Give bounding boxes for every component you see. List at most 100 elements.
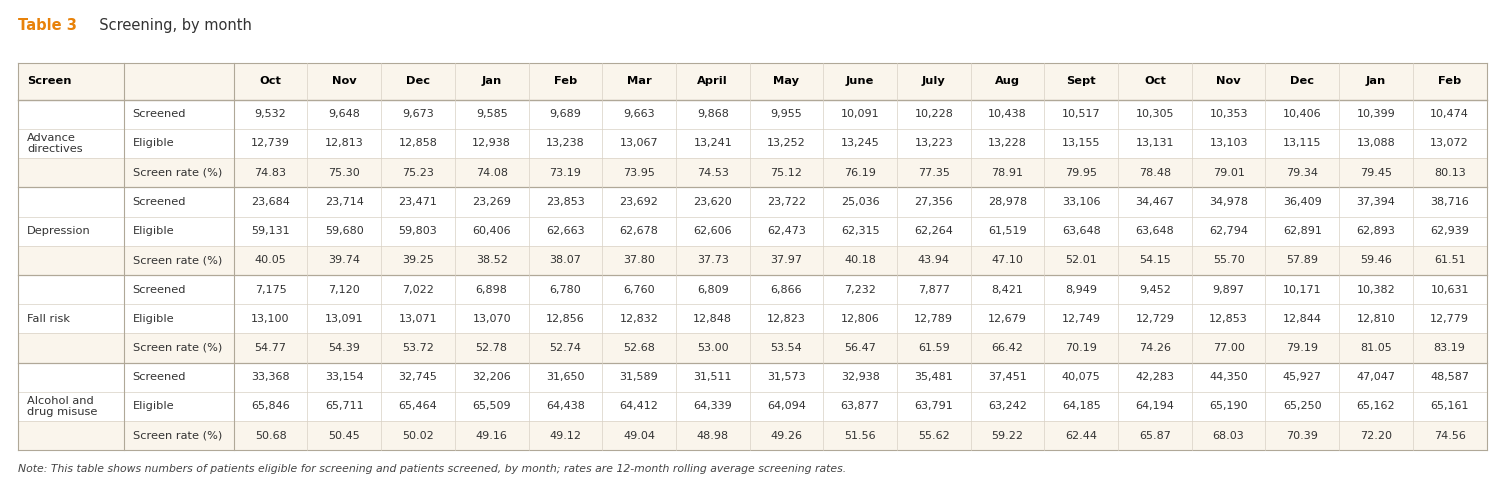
Text: Jan: Jan: [1366, 76, 1386, 87]
Point: [1330, 447, 1348, 453]
Text: 43.94: 43.94: [917, 256, 950, 265]
Text: Screened: Screened: [133, 372, 187, 382]
Text: 13,131: 13,131: [1135, 138, 1174, 148]
Text: 10,171: 10,171: [1283, 285, 1322, 295]
Text: 49.26: 49.26: [771, 431, 802, 441]
Text: 23,853: 23,853: [545, 197, 584, 207]
Text: 9,532: 9,532: [254, 109, 287, 119]
Text: 63,648: 63,648: [1062, 226, 1101, 236]
Text: 25,036: 25,036: [841, 197, 880, 207]
Text: 9,955: 9,955: [771, 109, 802, 119]
Point: [666, 447, 684, 453]
Text: 42,283: 42,283: [1135, 372, 1174, 382]
Text: 74.26: 74.26: [1138, 343, 1171, 353]
Text: Eligible: Eligible: [133, 226, 175, 236]
Text: 10,353: 10,353: [1209, 109, 1247, 119]
Text: Mar: Mar: [626, 76, 651, 87]
Text: 10,399: 10,399: [1357, 109, 1395, 119]
Text: 79.34: 79.34: [1286, 167, 1318, 178]
Text: 63,242: 63,242: [988, 401, 1026, 411]
Point: [1256, 447, 1274, 453]
Text: 13,228: 13,228: [988, 138, 1026, 148]
Text: Screening, by month: Screening, by month: [90, 18, 251, 33]
Text: 75.30: 75.30: [329, 167, 360, 178]
Text: Dec: Dec: [1291, 76, 1315, 87]
Text: 6,898: 6,898: [475, 285, 508, 295]
Text: 9,585: 9,585: [475, 109, 508, 119]
Bar: [18, 129, 1487, 158]
Point: [962, 60, 980, 66]
Text: 37,394: 37,394: [1357, 197, 1395, 207]
Point: [115, 60, 133, 66]
Point: [593, 60, 611, 66]
Text: 61.51: 61.51: [1434, 256, 1466, 265]
Text: 10,091: 10,091: [841, 109, 880, 119]
Bar: [18, 304, 1487, 333]
Text: 74.56: 74.56: [1434, 431, 1466, 441]
Point: [299, 60, 317, 66]
Text: 62,893: 62,893: [1357, 226, 1395, 236]
Text: 31,589: 31,589: [620, 372, 659, 382]
Text: Aug: Aug: [995, 76, 1020, 87]
Text: Eligible: Eligible: [133, 138, 175, 148]
Text: Table 3: Table 3: [18, 18, 76, 33]
Text: 45,927: 45,927: [1283, 372, 1322, 382]
Text: 13,091: 13,091: [326, 314, 363, 324]
Text: Feb: Feb: [554, 76, 577, 87]
Text: Note: This table shows numbers of patients eligible for screening and patients s: Note: This table shows numbers of patien…: [18, 464, 846, 474]
Bar: [18, 100, 1487, 129]
Text: 47.10: 47.10: [992, 256, 1023, 265]
Text: 13,071: 13,071: [399, 314, 438, 324]
Text: 73.19: 73.19: [550, 167, 581, 178]
Point: [299, 447, 317, 453]
Text: 38,716: 38,716: [1430, 197, 1469, 207]
Text: Screened: Screened: [133, 109, 187, 119]
Text: 74.08: 74.08: [475, 167, 508, 178]
Text: 59,131: 59,131: [251, 226, 290, 236]
Text: 32,745: 32,745: [399, 372, 438, 382]
Bar: [18, 216, 1487, 246]
Text: 9,897: 9,897: [1213, 285, 1245, 295]
Text: April: April: [698, 76, 728, 87]
Text: 12,779: 12,779: [1430, 314, 1469, 324]
Text: 34,467: 34,467: [1135, 197, 1174, 207]
Text: 9,648: 9,648: [329, 109, 360, 119]
Text: 10,382: 10,382: [1357, 285, 1395, 295]
Text: 65,161: 65,161: [1430, 401, 1469, 411]
Text: 64,185: 64,185: [1062, 401, 1101, 411]
Text: 13,245: 13,245: [841, 138, 880, 148]
Text: 10,438: 10,438: [988, 109, 1026, 119]
Text: 61.59: 61.59: [917, 343, 950, 353]
Text: 56.47: 56.47: [844, 343, 875, 353]
Text: 76.19: 76.19: [844, 167, 875, 178]
Text: 62,794: 62,794: [1209, 226, 1247, 236]
Text: 63,791: 63,791: [914, 401, 953, 411]
Text: 23,714: 23,714: [324, 197, 363, 207]
Text: 65,846: 65,846: [251, 401, 290, 411]
Text: Depression: Depression: [27, 226, 91, 236]
Text: 32,206: 32,206: [472, 372, 511, 382]
Text: 55.70: 55.70: [1213, 256, 1245, 265]
Point: [445, 447, 463, 453]
Text: 8,421: 8,421: [992, 285, 1023, 295]
Text: 62,315: 62,315: [841, 226, 880, 236]
Text: 9,673: 9,673: [402, 109, 433, 119]
Text: 13,252: 13,252: [766, 138, 805, 148]
Text: Screened: Screened: [133, 285, 187, 295]
Text: 13,070: 13,070: [472, 314, 511, 324]
Text: 63,648: 63,648: [1135, 226, 1174, 236]
Text: 62,891: 62,891: [1283, 226, 1322, 236]
Text: 54.15: 54.15: [1138, 256, 1171, 265]
Text: 53.72: 53.72: [402, 343, 433, 353]
Text: 59,803: 59,803: [399, 226, 438, 236]
Text: 48.98: 48.98: [696, 431, 729, 441]
Text: Oct: Oct: [1144, 76, 1165, 87]
Text: 59,680: 59,680: [324, 226, 363, 236]
Text: 78.48: 78.48: [1138, 167, 1171, 178]
Text: 65,250: 65,250: [1283, 401, 1322, 411]
Text: Eligible: Eligible: [133, 314, 175, 324]
Text: 7,175: 7,175: [254, 285, 287, 295]
Text: Sept: Sept: [1067, 76, 1097, 87]
Text: 7,120: 7,120: [329, 285, 360, 295]
Text: 23,471: 23,471: [399, 197, 438, 207]
